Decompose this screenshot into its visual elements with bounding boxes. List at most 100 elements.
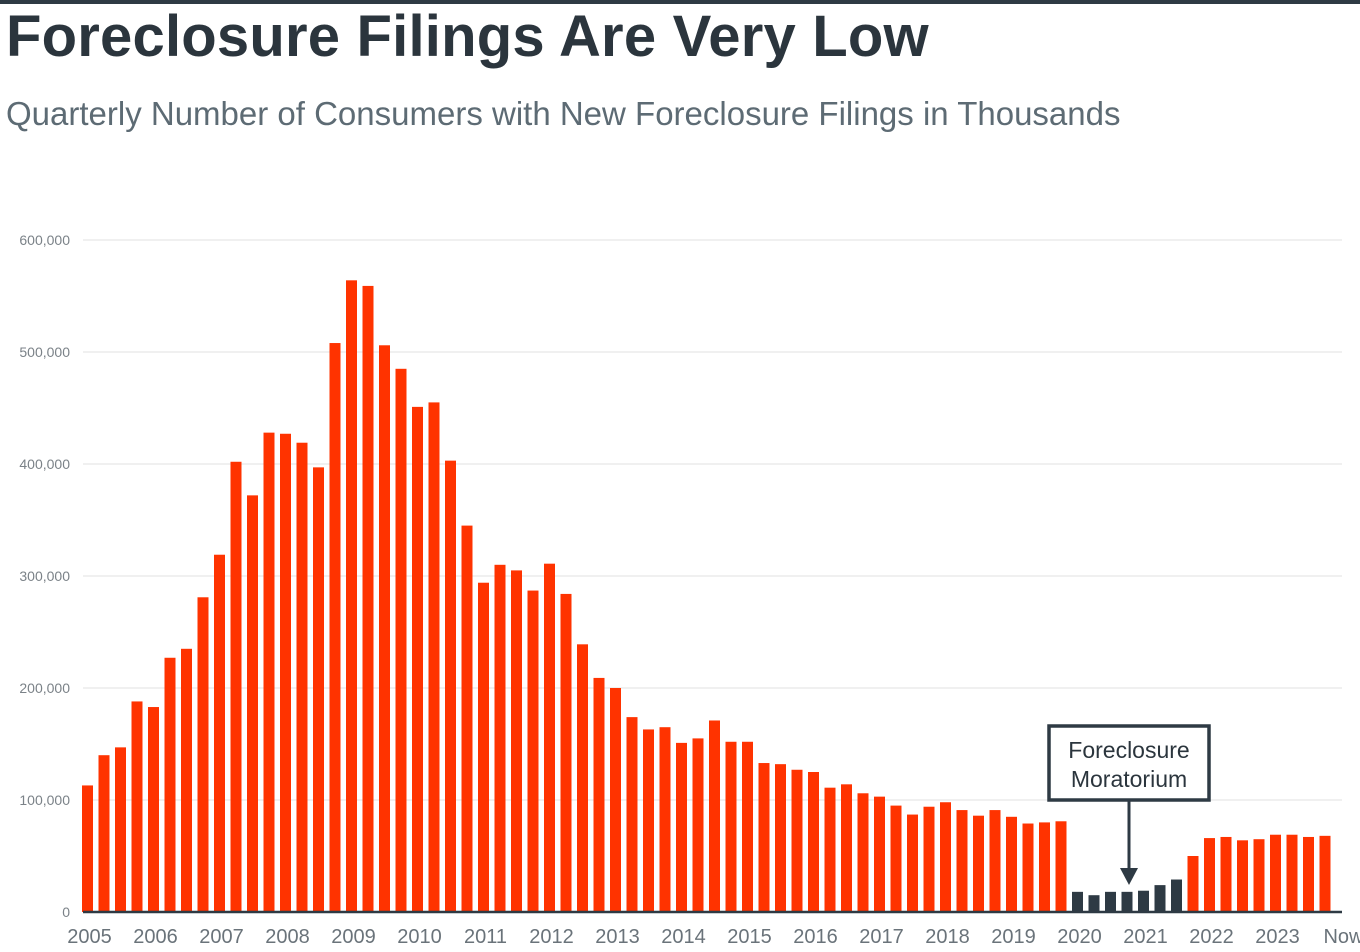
x-tick-label: 2012 xyxy=(529,926,574,948)
bar xyxy=(1187,856,1199,912)
bar xyxy=(725,741,737,912)
bar xyxy=(164,657,176,912)
bar xyxy=(692,738,704,912)
bar xyxy=(973,815,984,912)
bar xyxy=(98,755,110,912)
x-tick-label: 2010 xyxy=(397,926,442,948)
bar xyxy=(874,796,885,912)
bar xyxy=(791,769,803,912)
bar xyxy=(1303,836,1314,912)
x-tick-label: 2007 xyxy=(199,926,244,948)
bar xyxy=(263,432,275,912)
bar xyxy=(280,433,291,912)
bar xyxy=(626,717,638,912)
moratorium-bar xyxy=(1121,891,1133,912)
bar xyxy=(82,785,93,912)
bar xyxy=(742,741,753,912)
bar xyxy=(544,563,555,912)
bar xyxy=(115,747,126,912)
bar xyxy=(1237,840,1248,912)
x-tick-label: 2021 xyxy=(1123,926,1168,948)
bar xyxy=(494,564,506,912)
bar xyxy=(395,368,407,912)
chart-title: Foreclosure Filings Are Very Low xyxy=(6,4,929,69)
bar xyxy=(247,495,258,912)
annotation-text-line2: Moratorium xyxy=(1071,766,1187,792)
bar xyxy=(412,406,423,912)
bar xyxy=(230,461,242,912)
bar xyxy=(478,582,489,912)
bar xyxy=(577,644,588,912)
x-tick-label: 2008 xyxy=(265,926,310,948)
bar xyxy=(197,597,209,912)
x-tick-label: 2009 xyxy=(331,926,376,948)
x-tick-label: 2013 xyxy=(595,926,640,948)
bar xyxy=(940,802,951,912)
bar xyxy=(1220,836,1232,912)
annotation-box xyxy=(1047,724,1211,802)
top-rule xyxy=(0,0,1360,4)
bar xyxy=(527,590,539,912)
bar xyxy=(346,280,357,912)
bar xyxy=(560,593,572,912)
bar xyxy=(1319,835,1331,912)
bar xyxy=(445,460,456,912)
x-tick-label: 2017 xyxy=(859,926,904,948)
bar xyxy=(329,343,341,912)
x-tick-label: 2011 xyxy=(464,926,507,948)
bar xyxy=(296,442,308,912)
bar xyxy=(676,742,687,912)
x-tick-label: 2015 xyxy=(727,926,772,948)
y-tick-label: 300,000 xyxy=(19,568,70,584)
x-tick-label: 2023 xyxy=(1255,926,1300,948)
x-tick-label: 2014 xyxy=(661,926,706,948)
bar xyxy=(461,525,473,912)
moratorium-bar xyxy=(1088,895,1100,912)
bar xyxy=(758,763,770,912)
bar xyxy=(1039,822,1050,912)
bar xyxy=(709,720,720,912)
bar xyxy=(956,810,968,912)
bar xyxy=(1022,823,1034,912)
y-tick-label: 400,000 xyxy=(19,456,70,472)
bar xyxy=(610,688,621,912)
bar xyxy=(148,707,159,912)
bar xyxy=(857,793,869,912)
bar xyxy=(1006,816,1017,912)
y-tick-label: 200,000 xyxy=(19,680,70,696)
moratorium-bar xyxy=(1072,891,1083,912)
chart-subtitle: Quarterly Number of Consumers with New F… xyxy=(6,95,1121,132)
bar xyxy=(181,648,192,912)
x-tick-label: 2005 xyxy=(67,926,112,948)
x-tick-label: 2016 xyxy=(793,926,838,948)
bar xyxy=(1253,839,1265,912)
x-tick-label: 2022 xyxy=(1189,926,1234,948)
bar xyxy=(428,402,440,912)
x-tick-label: 2019 xyxy=(991,926,1036,948)
bar xyxy=(593,677,605,912)
x-tick-label: 2018 xyxy=(925,926,970,948)
bar xyxy=(659,727,671,912)
bar xyxy=(775,764,786,912)
bar xyxy=(890,805,902,912)
bar xyxy=(131,701,143,912)
bar xyxy=(511,570,522,912)
x-tick-label: 2020 xyxy=(1057,926,1102,948)
bar xyxy=(379,345,390,912)
y-tick-label: 600,000 xyxy=(19,232,70,248)
moratorium-bar xyxy=(1154,885,1166,912)
bar xyxy=(643,729,654,912)
bar xyxy=(841,784,852,912)
annotation-text-line1: Foreclosure xyxy=(1068,737,1189,763)
bar xyxy=(1270,834,1281,912)
bar xyxy=(989,810,1001,912)
y-tick-label: 500,000 xyxy=(19,344,70,360)
x-tick-label: Now xyxy=(1323,926,1360,948)
bar xyxy=(313,467,324,912)
bar xyxy=(362,285,374,912)
bar xyxy=(808,772,819,912)
moratorium-bar xyxy=(1138,890,1149,912)
bar xyxy=(1055,821,1067,912)
bar xyxy=(923,806,935,912)
bar xyxy=(1204,838,1215,912)
